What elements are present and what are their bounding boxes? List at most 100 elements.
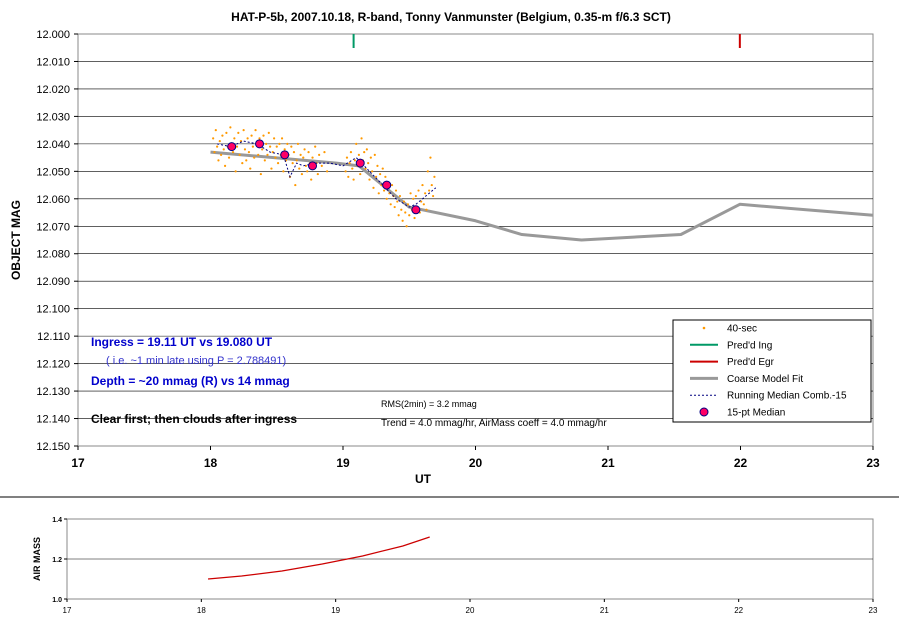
observation-point xyxy=(351,167,354,170)
observation-point xyxy=(393,205,396,209)
observation-point xyxy=(365,148,368,151)
observation-point xyxy=(425,208,428,211)
legend-swatch-median xyxy=(699,407,709,417)
median-point xyxy=(382,180,392,190)
observation-point xyxy=(267,131,270,134)
observation-point xyxy=(216,145,219,148)
observation-point xyxy=(355,142,358,145)
rms-annotation: RMS(2min) = 3.2 mmag xyxy=(381,399,477,409)
observation-point xyxy=(250,134,253,137)
median-point xyxy=(255,139,265,149)
observation-point xyxy=(231,151,235,154)
observation-point xyxy=(269,145,272,148)
observation-point xyxy=(306,170,309,173)
airmass-y-tick-label: 1.4 xyxy=(52,517,62,524)
y-tick-label: 12.140 xyxy=(36,414,70,426)
observation-point xyxy=(347,175,350,178)
observation-point xyxy=(352,178,355,181)
observation-point xyxy=(357,153,360,156)
observation-point xyxy=(406,203,410,206)
running-median-line xyxy=(217,140,437,208)
model-layer xyxy=(210,150,874,242)
observation-point xyxy=(217,159,220,162)
observation-point xyxy=(368,178,371,181)
x-axis-label: UT xyxy=(415,472,432,486)
predicted-markers-layer xyxy=(352,34,741,48)
y-tick-label: 12.020 xyxy=(36,84,70,96)
observation-point xyxy=(424,192,427,195)
legend-label: Coarse Model Fit xyxy=(727,374,803,385)
airmass-y-label: AIR MASS xyxy=(32,537,42,581)
running-median-layer xyxy=(217,140,437,208)
observation-point xyxy=(372,186,375,189)
observation-point xyxy=(323,151,326,154)
trend-annotation: Trend = 4.0 mmag/hr, AirMass coeff = 4.0… xyxy=(381,418,607,429)
observation-point xyxy=(218,140,221,143)
main-grid xyxy=(78,61,873,419)
observation-point xyxy=(373,153,376,156)
observation-point xyxy=(238,153,241,156)
y-tick-label: 12.110 xyxy=(37,331,70,343)
observation-point xyxy=(222,148,225,151)
observation-point xyxy=(400,208,403,211)
observation-point xyxy=(242,129,245,132)
airmass-x-tick-label: 18 xyxy=(197,606,206,615)
observation-point xyxy=(266,153,269,156)
airmass-x-tick-label: 22 xyxy=(734,606,743,615)
observation-point xyxy=(296,142,300,145)
legend-label: Pred'd Egr xyxy=(727,357,775,368)
observation-point xyxy=(259,172,262,176)
y-tick-label: 12.130 xyxy=(36,386,70,398)
y-tick-label: 12.090 xyxy=(36,276,70,288)
median-point xyxy=(280,150,290,160)
observation-point xyxy=(270,167,273,170)
legend-label: 15-pt Median xyxy=(727,408,785,419)
main-y-ticks: 12.000 12.010 12.020 12.030 12.040 12.050 12.0… xyxy=(36,29,78,453)
observation-point xyxy=(379,172,382,176)
observation-point xyxy=(225,131,228,134)
median-point xyxy=(411,205,421,215)
observation-point xyxy=(353,159,357,162)
observation-point xyxy=(310,178,313,181)
legend-label: Pred'd Ing xyxy=(727,340,772,351)
x-tick-label: 23 xyxy=(866,456,880,470)
x-tick-label: 21 xyxy=(601,456,615,470)
legend: 40-sec Pred'd Ing Pred'd Egr Coarse Model F… xyxy=(672,319,872,423)
observation-point xyxy=(253,156,256,159)
y-tick-label: 12.070 xyxy=(36,221,70,233)
observation-point xyxy=(258,137,261,140)
observation-point xyxy=(376,164,379,167)
y-tick-label: 12.040 xyxy=(36,139,70,151)
observation-point xyxy=(422,203,425,206)
observation-point xyxy=(396,200,399,203)
observation-point xyxy=(246,137,249,140)
observation-point xyxy=(360,137,363,140)
observation-point xyxy=(245,159,248,162)
observation-point xyxy=(300,172,304,176)
observation-point xyxy=(283,148,286,151)
observation-point xyxy=(364,167,367,170)
observation-point xyxy=(385,197,388,200)
observation-point xyxy=(402,200,406,203)
observation-point xyxy=(262,134,265,137)
observation-point xyxy=(404,211,407,214)
airmass-line-layer xyxy=(207,536,430,580)
clouds-annotation: Clear first; then clouds after ingress xyxy=(91,412,297,426)
observation-point xyxy=(282,170,285,173)
observation-point xyxy=(294,183,297,187)
median-points-layer xyxy=(227,139,421,215)
observation-point xyxy=(280,137,284,140)
observation-point xyxy=(405,225,408,228)
observation-point xyxy=(320,164,323,167)
observation-point xyxy=(291,161,294,165)
observation-point xyxy=(408,214,411,217)
observation-point xyxy=(363,151,366,154)
observation-point xyxy=(241,161,244,165)
observation-point xyxy=(371,170,374,173)
observation-point xyxy=(237,131,240,134)
observation-point xyxy=(344,170,347,173)
median-point xyxy=(227,142,237,152)
observation-point xyxy=(274,156,277,159)
observation-point xyxy=(221,134,224,137)
